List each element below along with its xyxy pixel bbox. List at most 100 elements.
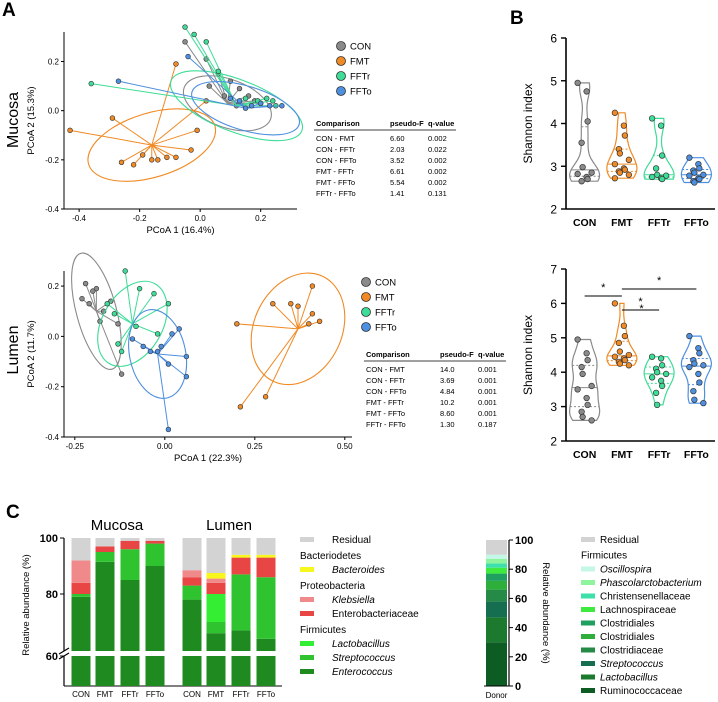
bar-segment-enterococcus	[206, 633, 226, 651]
legend-label: Christensenellaceae	[600, 592, 691, 603]
data-point-con	[579, 370, 586, 378]
legend-label: Lactobacillus	[332, 639, 390, 650]
x-tick-label: FFTo	[684, 449, 709, 461]
spider-line	[131, 288, 141, 324]
y-tick-label: -0.2	[45, 156, 59, 165]
bar-segment-streptococcus	[71, 594, 91, 597]
data-point-con	[583, 350, 590, 357]
x-tick-label: FFTo	[684, 217, 709, 229]
data-point-fftr	[182, 24, 188, 30]
table-header: Comparison	[366, 350, 410, 359]
significance-star: *	[657, 275, 662, 287]
bar-segment-streptococcus	[182, 585, 202, 600]
group-title-lumen: Lumen	[206, 517, 252, 534]
data-point-fftr	[653, 401, 661, 409]
bar-segment-enterobacteriaceae	[231, 557, 251, 575]
data-point-ffto	[185, 53, 191, 60]
data-point-con	[90, 288, 96, 294]
table-cell: CON - FMT	[316, 134, 355, 143]
data-point-ffto	[183, 373, 190, 380]
table-header: pseudo-F	[390, 119, 424, 128]
legend-label-ffto: FFTo	[350, 87, 372, 98]
table-cell: 0.001	[478, 409, 497, 418]
data-point-fmt	[611, 109, 619, 116]
data-point-fmt	[309, 283, 316, 289]
data-point-con	[86, 300, 92, 307]
spider-line	[157, 353, 169, 430]
spider-line	[124, 270, 133, 324]
legend-marker	[336, 41, 346, 51]
y-axis-title: Shannon index	[521, 83, 535, 163]
data-point-ffto	[165, 426, 172, 433]
data-point-ffto	[686, 154, 693, 161]
bar-segment-streptococcus	[120, 549, 140, 580]
confidence-ellipse-con	[182, 75, 272, 132]
data-point-fmt	[620, 322, 628, 329]
legend-label: Klebsiella	[332, 595, 375, 606]
bar-segment-enterococcus	[256, 638, 276, 651]
table-cell: 0.001	[478, 398, 497, 407]
legend-label: Enterobacteriaceae	[332, 609, 419, 620]
data-point-fftr	[154, 331, 161, 337]
spider-line	[151, 100, 207, 146]
data-point-fmt	[118, 159, 125, 165]
axis-break-mark	[58, 647, 70, 655]
x-tick-label: CON	[573, 449, 596, 461]
x-tick-label: CON	[183, 690, 201, 699]
y-tick-label: 6	[550, 297, 557, 311]
bar-segment-clostridiaceae	[486, 589, 507, 602]
panel-label-b: B	[510, 8, 524, 29]
bar-lower-segment	[120, 656, 140, 686]
legend-marker	[336, 71, 346, 81]
legend-group-title: Proteobacteria	[300, 581, 365, 592]
violin-fmt	[606, 302, 638, 366]
data-point-ffto	[695, 370, 702, 378]
data-point-ffto	[700, 400, 707, 407]
data-point-fmt	[67, 127, 73, 134]
y-tick-label: 80	[515, 564, 527, 576]
spider-line	[151, 144, 168, 158]
table-header: pseudo-F	[440, 350, 474, 359]
legend-label-con: CON	[350, 42, 371, 53]
y-tick-label: 0.0	[48, 332, 60, 341]
data-point-fmt	[621, 332, 629, 340]
legend-label: Streptococcus	[600, 659, 663, 670]
legend-swatch	[300, 567, 314, 572]
legend-label: Bacteroides	[332, 565, 385, 576]
data-point-con	[221, 93, 228, 99]
bar-segment-oscillospira	[486, 554, 507, 559]
bar-segment-residual	[182, 538, 202, 571]
spider-line	[121, 144, 153, 163]
legend-label-fftr: FFTr	[375, 308, 395, 319]
data-point-con	[583, 394, 590, 402]
spider-line	[184, 26, 237, 107]
table-cell: 5.54	[390, 178, 405, 187]
legend-label: Ruminococcaceae	[600, 686, 683, 697]
spider-line	[92, 291, 97, 312]
data-point-fmt	[194, 127, 200, 134]
table-cell: CON - FFTr	[316, 145, 356, 154]
y-tick-label: -0.4	[45, 433, 59, 442]
legend-marker	[361, 307, 371, 317]
table-cell: 0.022	[428, 145, 447, 154]
data-point-fmt	[309, 311, 316, 317]
data-point-con	[574, 170, 581, 178]
confidence-ellipse-ffto	[191, 80, 301, 136]
legend-label: Enterococcus	[332, 667, 393, 678]
data-point-fftr	[658, 175, 666, 183]
spider-line	[132, 303, 169, 325]
data-point-fmt	[620, 122, 628, 129]
bar-lower-segment	[206, 656, 226, 686]
data-point-fftr	[657, 122, 665, 129]
bar-segment-enterobacteriaceae	[256, 557, 276, 578]
data-point-ffto	[140, 343, 146, 350]
confidence-ellipse-ffto	[128, 309, 188, 399]
panel-label-a: A	[2, 0, 16, 21]
data-point-ffto	[176, 326, 182, 332]
x-tick-label: 0.50	[337, 442, 353, 451]
data-point-fftr	[165, 300, 172, 307]
x-tick-label: CON	[72, 690, 90, 699]
x-tick-label: FFTr	[121, 690, 138, 699]
bar-segment-enterobacteriaceae	[95, 546, 115, 552]
